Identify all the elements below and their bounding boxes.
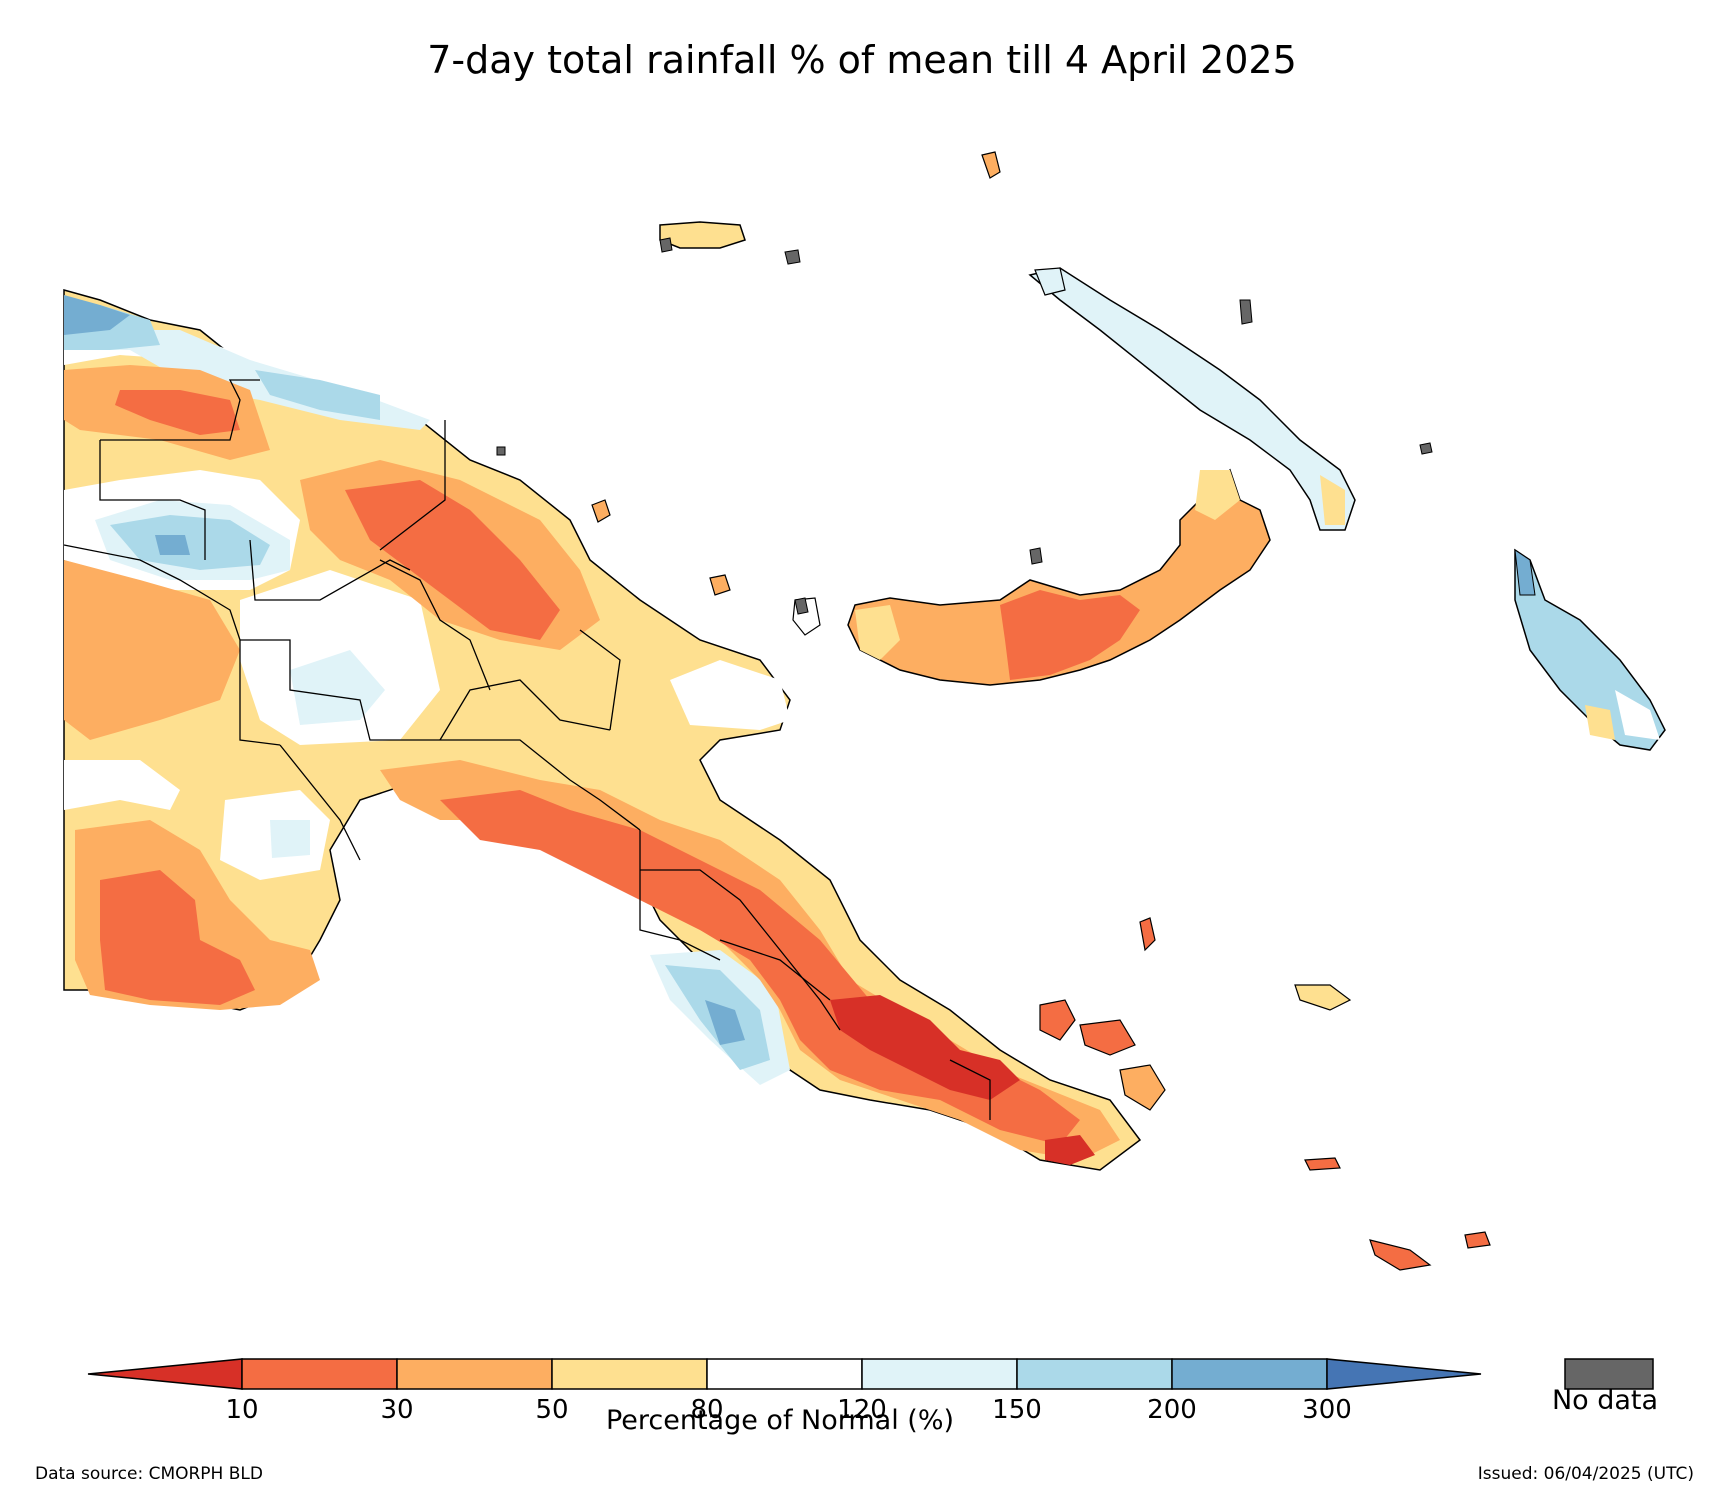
zone-blue-north (255, 370, 380, 420)
zone-darkblue-west (155, 535, 190, 555)
zone-blue-west (110, 515, 270, 570)
nodata-islands (496, 237, 1433, 615)
zone-darkred-tip (1045, 1135, 1095, 1165)
new-britain-red (1000, 590, 1140, 680)
zone-red-southwest (100, 870, 255, 1005)
nodata-swatch (1564, 1358, 1654, 1390)
new-britain (847, 468, 1271, 686)
mainland (63, 289, 1142, 1171)
colorbar-10-30 (241, 1358, 398, 1390)
colorbar-label: Percentage of Normal (%) (605, 1405, 955, 1436)
island-tagula (1464, 1231, 1491, 1249)
island-longisland (709, 574, 731, 596)
data-source: Data source: CMORPH BLD (35, 1464, 263, 1484)
province-borders (63, 379, 991, 1120)
colorbar-tick-30: 30 (380, 1395, 414, 1425)
zone-darkred-east (830, 995, 1020, 1100)
colorbar-200-300 (1171, 1358, 1328, 1390)
zone-white-east (670, 660, 790, 730)
colorbar-50-80 (551, 1358, 708, 1390)
zone-white-south (64, 760, 180, 810)
bougainville-south (1585, 705, 1615, 740)
new-britain-light (855, 605, 900, 660)
colorbar-tick-200: 200 (1147, 1395, 1197, 1425)
zone-darkblue-southeast (705, 1000, 745, 1045)
zone-darkblue-northwest (64, 295, 130, 335)
new-britain-base (847, 468, 1271, 686)
new-ireland-north (1320, 475, 1345, 525)
colorbar-tick-50: 50 (535, 1395, 569, 1425)
zone-red-north (345, 480, 560, 640)
island-misima (1304, 1157, 1341, 1171)
zone-lightblue-south (270, 820, 310, 858)
island-karkar (591, 499, 611, 523)
island-lihir (1034, 267, 1066, 296)
zone-red-northwest (115, 390, 240, 435)
nodata-label: No data (1551, 1385, 1659, 1416)
zone-orange-west (64, 560, 240, 740)
island-fergusson (1079, 1019, 1136, 1056)
island-rossel (1369, 1239, 1432, 1271)
island-emirau (981, 151, 1001, 179)
colorbar (87, 1358, 1482, 1390)
island-woodlark (1139, 917, 1156, 952)
colorbar-tick-120: 120 (837, 1395, 887, 1425)
island-trobriand (1294, 984, 1352, 1011)
new-britain-north (1195, 470, 1240, 520)
island-goodenough (1039, 999, 1076, 1041)
colorbar-150-200 (1016, 1358, 1173, 1390)
colorbar-tick-300: 300 (1302, 1395, 1352, 1425)
bougainville-white (1615, 690, 1660, 740)
island-normanby (1119, 1064, 1166, 1111)
issued-date: Issued: 06/04/2025 (UTC) (1477, 1464, 1694, 1484)
colorbar-30-50 (396, 1358, 553, 1390)
colorbar-above-300 (1326, 1358, 1482, 1390)
colorbar-tick-80: 80 (690, 1395, 724, 1425)
map-title: 7-day total rainfall % of mean till 4 Ap… (427, 38, 1297, 82)
colorbar-below-10 (87, 1358, 243, 1390)
colorbar-120-150 (861, 1358, 1018, 1390)
bougainville-tip (1514, 548, 1536, 596)
colorbar-tick-10: 10 (225, 1395, 259, 1425)
colorbar-tick-150: 150 (992, 1395, 1042, 1425)
colorbar-80-120 (706, 1358, 863, 1390)
manus (659, 221, 746, 249)
new-ireland (1028, 267, 1356, 531)
